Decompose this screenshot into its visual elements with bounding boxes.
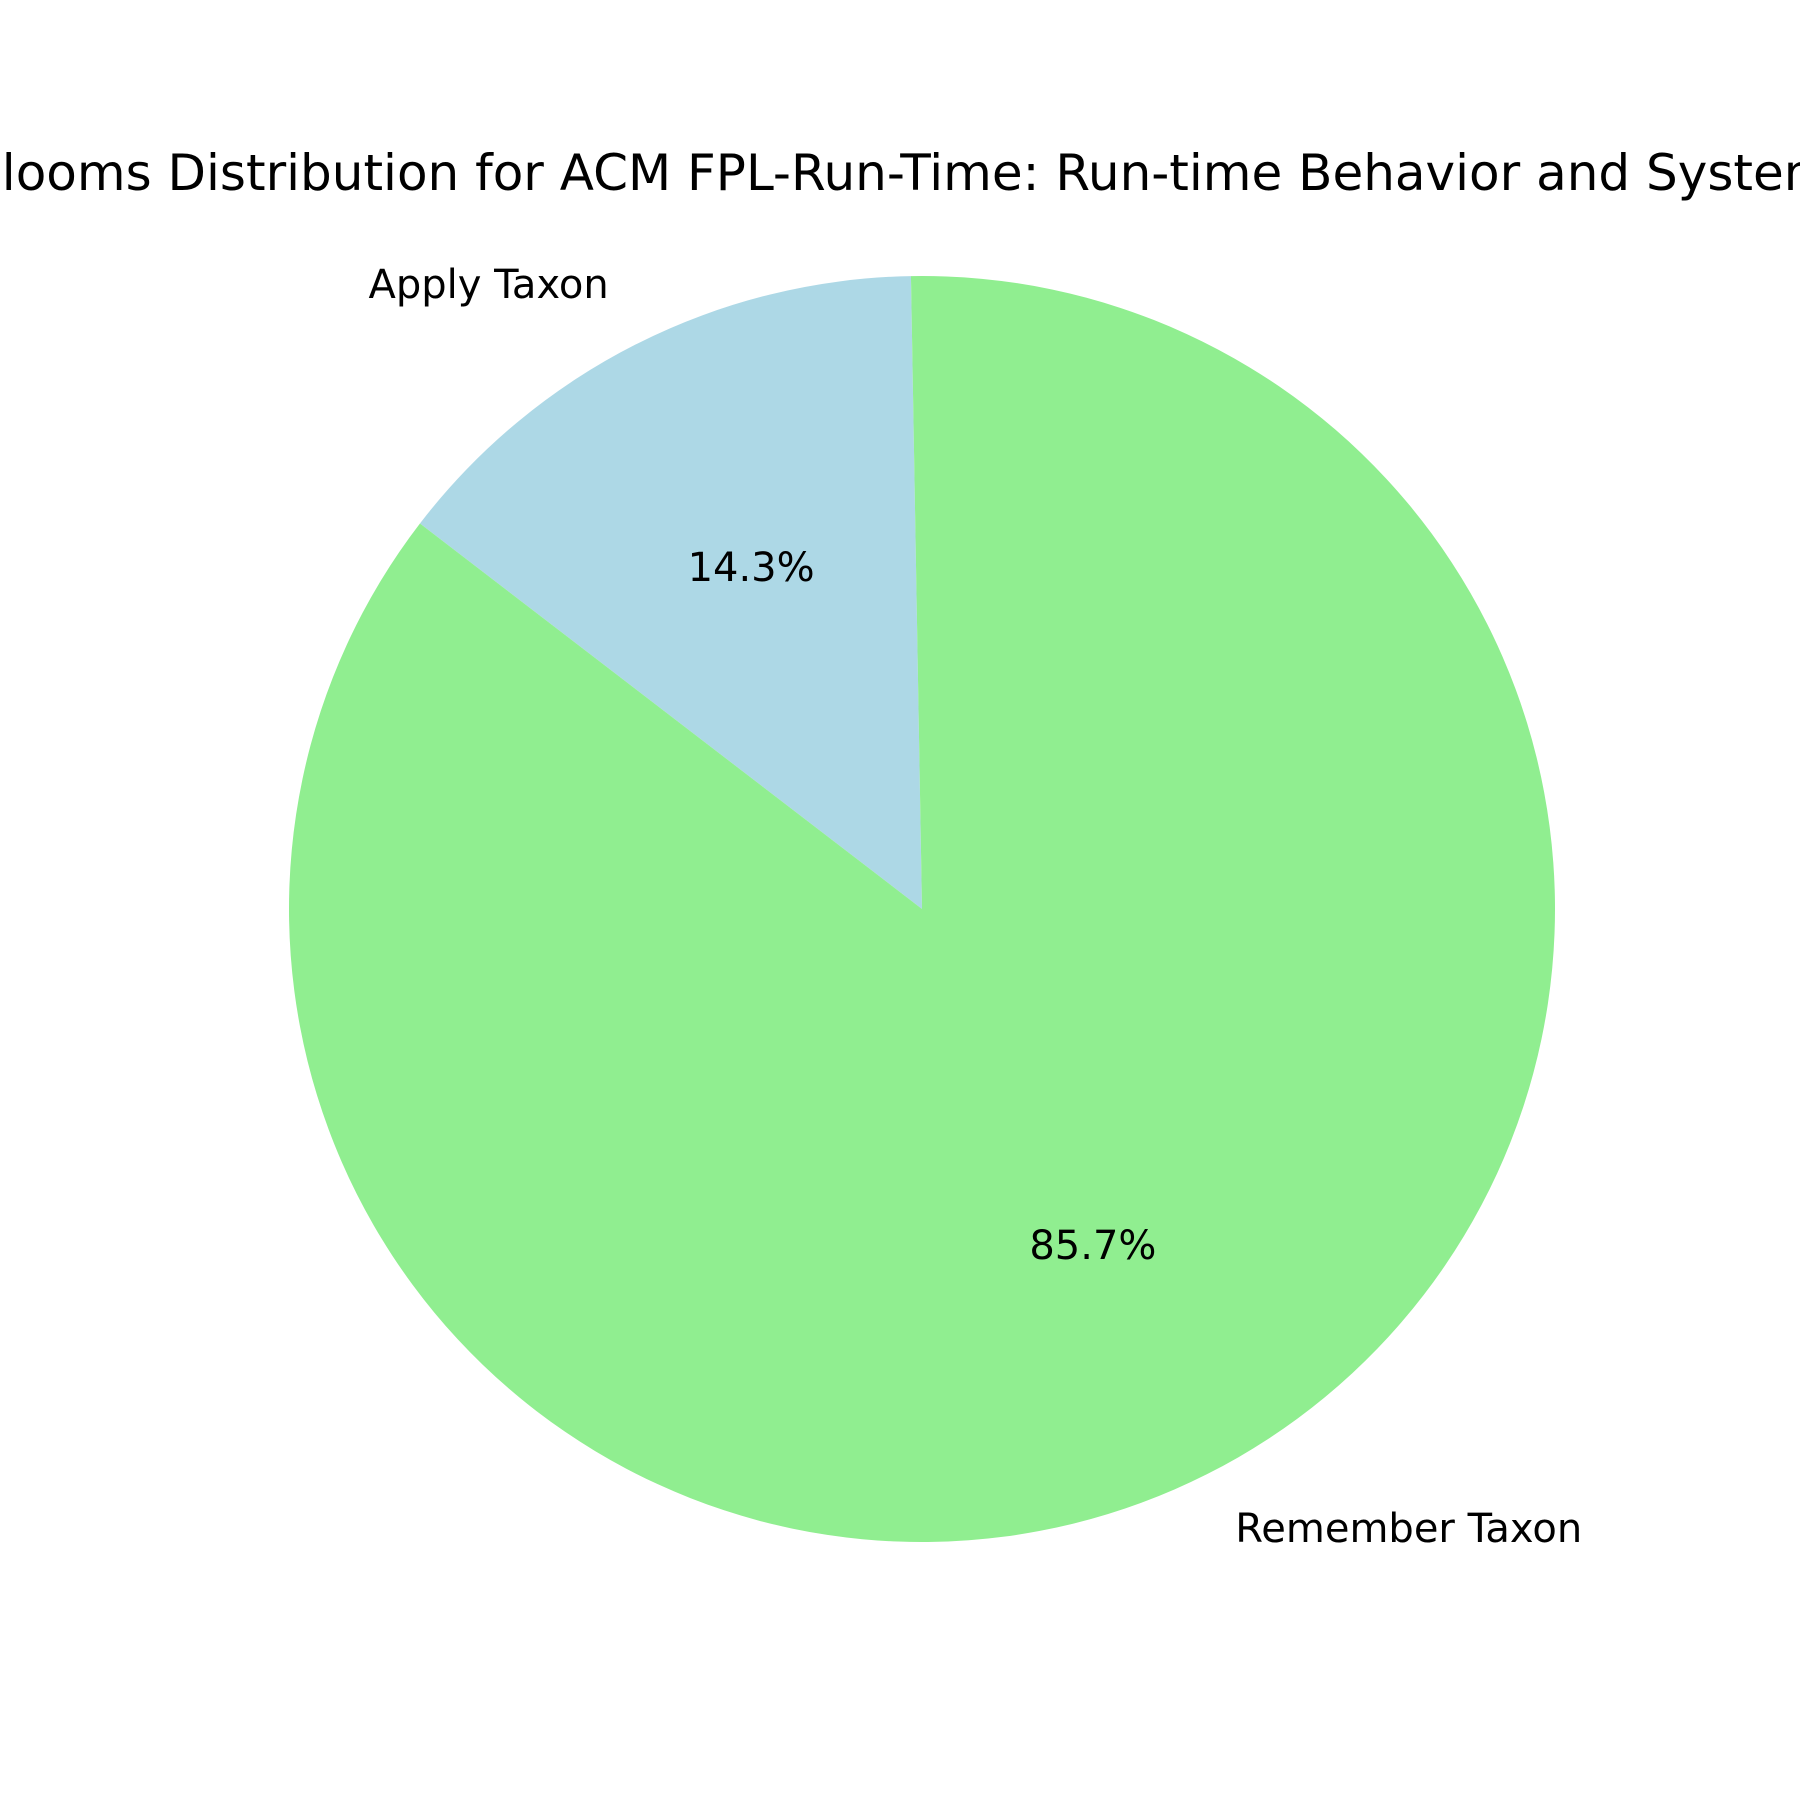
pie-slice-apply-taxon bbox=[419, 276, 922, 909]
pct-label-apply-taxon: 14.3% bbox=[688, 545, 815, 591]
chart-title: Blooms Distribution for ACM FPL-Run-Time… bbox=[0, 144, 1800, 202]
slice-label-remember-taxon: Remember Taxon bbox=[1235, 1506, 1582, 1552]
pie-slice-remember-taxon bbox=[289, 276, 1556, 1543]
pie-slices bbox=[289, 276, 1556, 1543]
pct-label-remember-taxon: 85.7% bbox=[1029, 1223, 1156, 1269]
pie-labels: Apply Taxon 14.3% Remember Taxon 85.7% bbox=[368, 262, 1582, 1552]
slice-label-apply-taxon: Apply Taxon bbox=[368, 262, 608, 308]
